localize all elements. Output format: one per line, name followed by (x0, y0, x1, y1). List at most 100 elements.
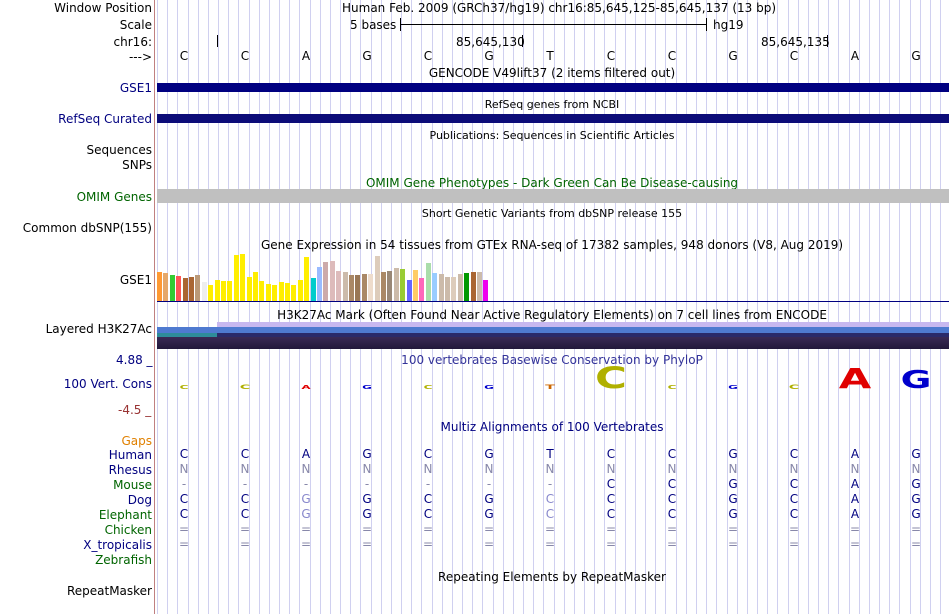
gtex-tissue-bar[interactable] (317, 267, 322, 301)
gtex-tissue-bar[interactable] (221, 281, 226, 301)
gtex-expression-bars[interactable] (157, 254, 537, 301)
multiz-cell: G (301, 507, 311, 521)
gtex-tissue-bar[interactable] (394, 268, 399, 301)
gtex-tissue-bar[interactable] (183, 278, 188, 301)
gridline (869, 0, 870, 614)
gtex-tissue-bar[interactable] (419, 278, 424, 301)
gridline (737, 0, 738, 614)
gtex-tissue-bar[interactable] (195, 275, 200, 301)
gtex-tissue-bar[interactable] (355, 275, 360, 301)
gencode-track-label[interactable]: GSE1 (119, 81, 152, 95)
gtex-tissue-bar[interactable] (458, 274, 463, 301)
multiz-cell: N (911, 462, 921, 476)
gtex-tissue-bar[interactable] (413, 270, 418, 301)
gridline (167, 0, 168, 614)
gtex-tissue-bar[interactable] (362, 274, 367, 301)
gtex-tissue-bar[interactable] (291, 285, 296, 301)
gridline (777, 0, 778, 614)
phylop-logo-letter: C (595, 361, 627, 395)
gtex-tissue-bar[interactable] (163, 273, 168, 301)
gtex-tissue-bar[interactable] (215, 280, 220, 301)
gtex-tissue-bar[interactable] (330, 261, 335, 301)
gtex-tissue-bar[interactable] (304, 257, 309, 301)
h3k27ac-track-label[interactable]: Layered H3K27Ac (45, 322, 152, 336)
base-letter: G (362, 49, 372, 63)
phylop-logo-letter: G (900, 365, 932, 394)
multiz-species-label[interactable]: Chicken (104, 523, 152, 537)
gtex-tissue-bar[interactable] (234, 255, 239, 301)
omim-track-label[interactable]: OMIM Genes (76, 190, 152, 204)
gtex-tissue-bar[interactable] (157, 272, 162, 301)
multiz-cell: C (606, 507, 616, 521)
multiz-cell: C (240, 507, 250, 521)
multiz-species-label[interactable]: Mouse (113, 478, 152, 492)
ruler-pos-135: 85,645,135 (761, 35, 830, 49)
multiz-gaps-label[interactable]: Gaps (121, 434, 152, 448)
gridline (655, 0, 656, 614)
multiz-species-label[interactable]: Elephant (98, 508, 152, 522)
multiz-species-label[interactable]: Human (108, 448, 152, 462)
gtex-tissue-bar[interactable] (311, 278, 316, 301)
phylop-track-label[interactable]: 100 Vert. Cons (63, 377, 152, 391)
multiz-species-label[interactable]: Zebrafish (95, 553, 152, 567)
gridline (594, 0, 595, 614)
gtex-tissue-bar[interactable] (451, 277, 456, 301)
gtex-tissue-bar[interactable] (471, 272, 476, 301)
gtex-tissue-bar[interactable] (407, 280, 412, 301)
gtex-tissue-bar[interactable] (227, 281, 232, 301)
h3k27ac-signal[interactable] (157, 322, 949, 349)
gtex-tissue-bar[interactable] (208, 285, 213, 301)
gtex-tissue-bar[interactable] (285, 283, 290, 301)
multiz-species-label[interactable]: Rhesus (108, 463, 152, 477)
multiz-cell: C (789, 507, 799, 521)
gtex-tissue-bar[interactable] (477, 272, 482, 301)
gtex-tissue-bar[interactable] (189, 277, 194, 301)
gtex-tissue-bar[interactable] (272, 285, 277, 301)
gtex-tissue-bar[interactable] (432, 273, 437, 301)
gtex-tissue-bar[interactable] (170, 275, 175, 301)
gencode-gene-bar[interactable] (157, 83, 949, 92)
gridline (482, 0, 483, 614)
gtex-tissue-bar[interactable] (445, 277, 450, 301)
repeatmasker-track-label[interactable]: RepeatMasker (66, 584, 152, 598)
gtex-tissue-bar[interactable] (336, 271, 341, 301)
multiz-species-label[interactable]: Dog (127, 493, 152, 507)
gtex-tissue-bar[interactable] (387, 271, 392, 301)
gtex-tissue-bar[interactable] (343, 272, 348, 301)
multiz-cell: A (850, 507, 860, 521)
multiz-cell: G (728, 477, 738, 491)
phylop-logo-letter: C (179, 385, 189, 391)
refseq-track-label[interactable]: RefSeq Curated (58, 112, 152, 126)
gtex-tissue-bar[interactable] (400, 269, 405, 301)
multiz-cell: - (242, 477, 248, 491)
gtex-tissue-bar[interactable] (483, 280, 488, 301)
gtex-tissue-bar[interactable] (266, 284, 271, 301)
gtex-track-label[interactable]: GSE1 (119, 273, 152, 287)
gtex-tissue-bar[interactable] (381, 272, 386, 301)
gtex-tissue-bar[interactable] (176, 276, 181, 301)
gtex-tissue-bar[interactable] (439, 274, 444, 301)
omim-phenotype-bar[interactable] (157, 189, 949, 203)
multiz-cell: C (545, 492, 555, 506)
gtex-tissue-bar[interactable] (202, 282, 207, 301)
gtex-tissue-bar[interactable] (279, 282, 284, 301)
gtex-tissue-bar[interactable] (259, 281, 264, 301)
gtex-tissue-bar[interactable] (240, 254, 245, 301)
gtex-tissue-bar[interactable] (375, 256, 380, 301)
publications-sequences-label[interactable]: Sequences (86, 143, 152, 157)
dbsnp-track-label[interactable]: Common dbSNP(155) (22, 221, 152, 235)
gtex-tissue-bar[interactable] (349, 275, 354, 301)
gtex-tissue-bar[interactable] (368, 274, 373, 301)
multiz-species-label[interactable]: X_tropicalis (83, 538, 152, 552)
gtex-tissue-bar[interactable] (298, 280, 303, 301)
gtex-tissue-bar[interactable] (426, 263, 431, 301)
multiz-cell: G (911, 477, 921, 491)
gtex-tissue-bar[interactable] (464, 273, 469, 301)
gtex-tissue-bar[interactable] (253, 272, 258, 301)
gtex-tissue-bar[interactable] (247, 277, 252, 301)
publications-snps-label[interactable]: SNPs (122, 158, 152, 172)
refseq-gene-bar[interactable] (157, 114, 949, 123)
gtex-tissue-bar[interactable] (323, 262, 328, 301)
